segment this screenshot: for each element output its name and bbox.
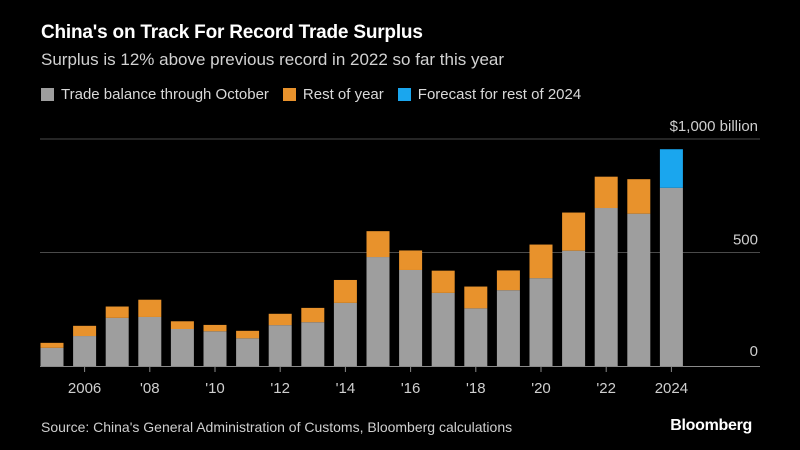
bar-through-october [170,328,194,366]
legend-swatch-gray [41,88,54,101]
bar-rest-of-year [268,313,292,326]
x-tick-label: '18 [466,380,486,397]
bar-rest-of-year [366,231,390,258]
legend-item-rest-of-year: Rest of year [282,86,384,103]
x-tick-label: '20 [531,380,551,397]
bar-rest-of-year [40,342,64,348]
x-tick-label: '16 [401,380,421,397]
x-tick-label: 2024 [655,380,688,397]
bar-through-october [431,292,455,366]
bar-rest-of-year [562,212,586,251]
chart-title: China's on Track For Record Trade Surplu… [41,22,423,43]
bar-rest-of-year [627,179,651,214]
chart-subtitle: Surplus is 12% above previous record in … [41,50,505,69]
bar-rest-of-year [464,286,488,309]
bar-through-october [105,317,129,366]
y-tick-label: $1,000 billion [670,118,758,135]
legend-item-forecast: Forecast for rest of 2024 [397,86,582,103]
bar-through-october [301,322,325,366]
legend-label: Rest of year [302,86,384,103]
x-tick-label: '12 [270,380,290,397]
bar-rest-of-year [431,270,455,293]
legend-label: Trade balance through October [61,86,269,103]
legend-label: Forecast for rest of 2024 [417,86,582,103]
bar-through-october [529,278,553,366]
bar-through-october [268,325,292,366]
legend-swatch-orange [282,88,296,101]
bloomberg-logo: Bloomberg [670,417,752,434]
bar-through-october [594,208,618,366]
legend-swatch-blue [397,88,411,101]
bar-forecast [659,149,683,188]
legend: Trade balance through October Rest of ye… [41,86,595,103]
bar-through-october [236,338,260,366]
x-tick-label: 2006 [68,380,101,397]
bar-through-october [464,308,488,366]
bar-rest-of-year [301,307,325,323]
bar-rest-of-year [138,299,162,317]
bar-rest-of-year [203,324,227,332]
legend-item-through-october: Trade balance through October [41,86,269,103]
bars [40,149,683,366]
x-tick-label: '08 [140,380,160,397]
x-tick-label: '22 [596,380,616,397]
bar-rest-of-year [73,325,97,337]
bar-rest-of-year [399,250,423,270]
bar-rest-of-year [236,330,260,339]
x-tick-label: '10 [205,380,225,397]
bar-through-october [40,347,64,366]
bar-through-october [496,290,520,366]
y-axis-labels: 0 500 $1,000 billion [670,118,758,360]
bar-through-october [627,213,651,366]
gridlines [40,138,760,253]
bar-through-october [73,336,97,366]
bar-rest-of-year [529,244,553,279]
bar-through-october [562,250,586,366]
bar-through-october [203,331,227,366]
x-tick-label: '14 [336,380,356,397]
y-tick-label: 0 [750,343,758,360]
bar-through-october [399,269,423,366]
bar-through-october [138,316,162,366]
bar-through-october [333,302,357,366]
bar-through-october [366,257,390,366]
bar-rest-of-year [170,321,194,329]
bar-rest-of-year [496,270,520,291]
source-note: Source: China's General Administration o… [41,419,513,435]
bar-rest-of-year [594,176,618,209]
y-tick-label: 500 [733,232,758,249]
bar-rest-of-year [333,279,357,303]
bar-through-october [659,187,683,366]
x-axis: 2006 '08 '10 '12 '14 '16 '18 '20 '22 2024 [40,366,760,397]
bar-rest-of-year [105,306,129,318]
